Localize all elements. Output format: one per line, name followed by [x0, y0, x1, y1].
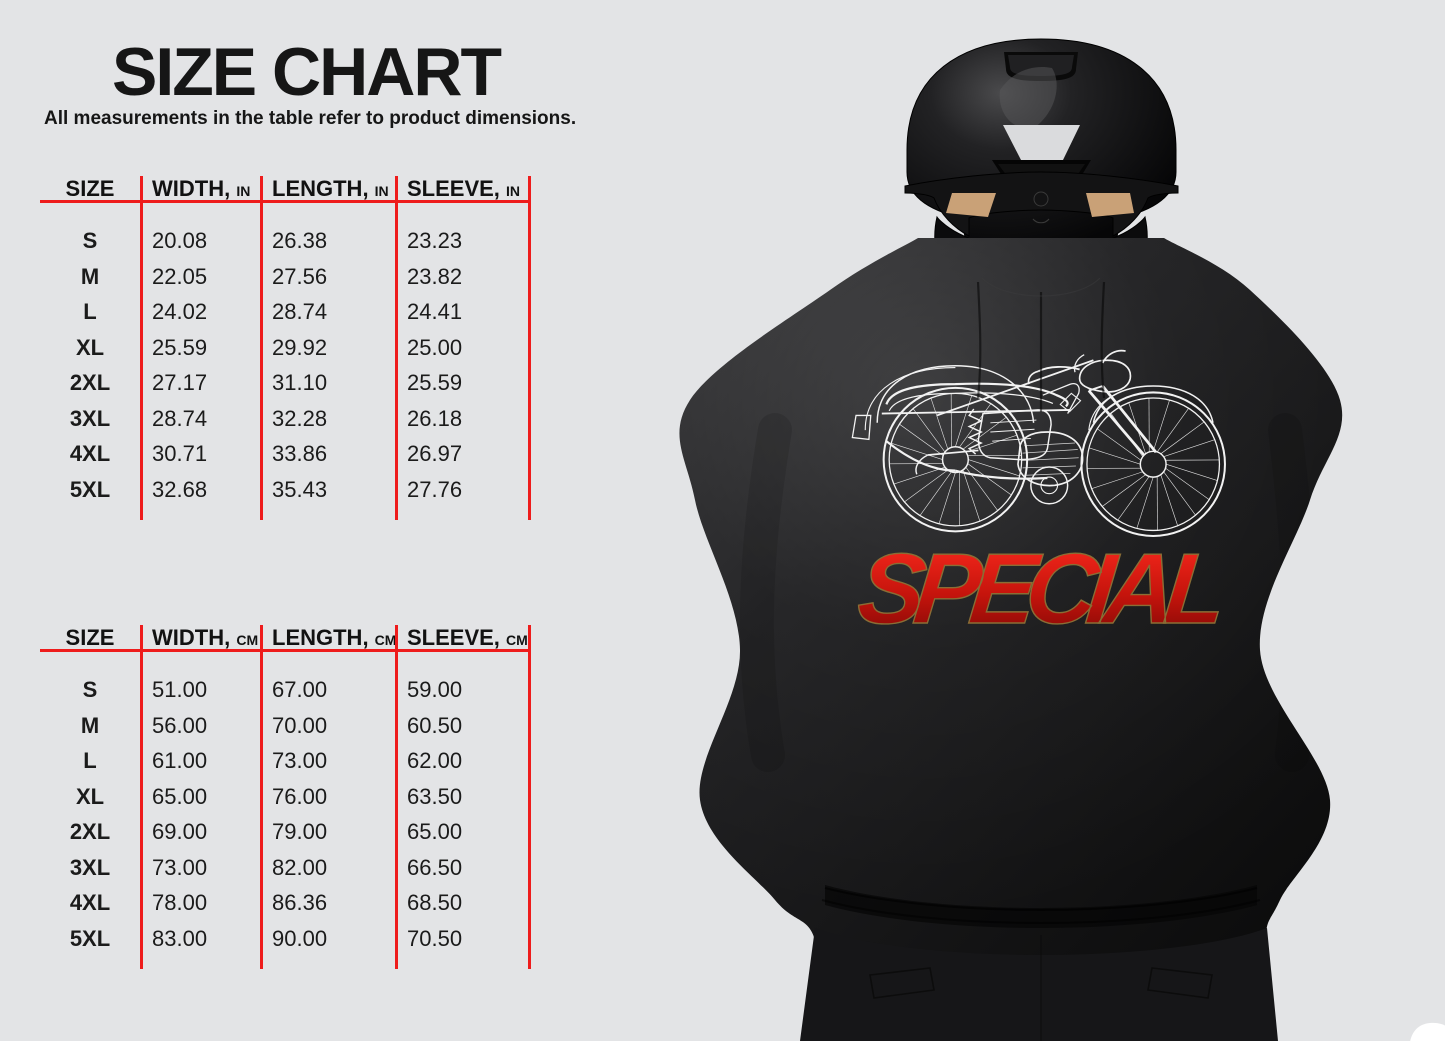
svg-text:SPECIAL: SPECIAL	[853, 533, 1227, 645]
